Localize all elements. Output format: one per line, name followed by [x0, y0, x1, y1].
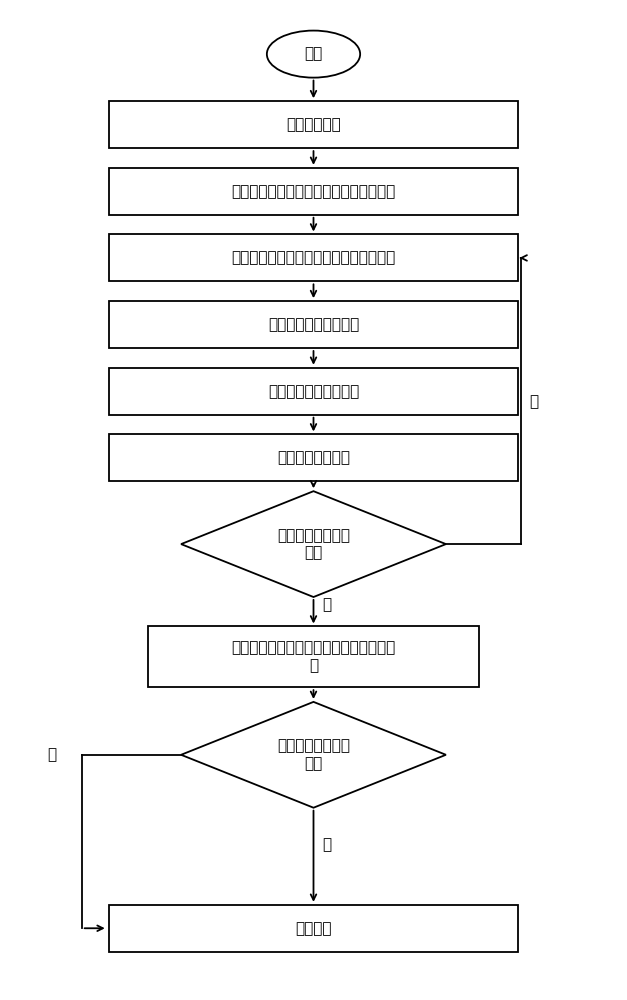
FancyBboxPatch shape — [109, 101, 518, 148]
FancyBboxPatch shape — [109, 368, 518, 415]
Text: 输入系统配置: 输入系统配置 — [286, 117, 341, 132]
Text: 否: 否 — [47, 747, 56, 762]
Text: 开始: 开始 — [304, 47, 323, 62]
Text: 计算信号空间投影矩阵: 计算信号空间投影矩阵 — [268, 317, 359, 332]
FancyBboxPatch shape — [109, 434, 518, 481]
FancyBboxPatch shape — [109, 905, 518, 952]
FancyBboxPatch shape — [148, 626, 479, 687]
Text: 计算新的发射波束赋形向量和人工噪声矩
阵: 计算新的发射波束赋形向量和人工噪声矩 阵 — [231, 641, 396, 673]
Text: 计算接收波束赋形向量: 计算接收波束赋形向量 — [268, 384, 359, 399]
Text: 计算总的干扰泄露: 计算总的干扰泄露 — [277, 450, 350, 465]
Text: 是: 是 — [322, 597, 332, 612]
Text: 是: 是 — [322, 837, 332, 852]
Polygon shape — [181, 491, 446, 597]
Text: 判断是否大于给定
阈値: 判断是否大于给定 阈値 — [277, 528, 350, 560]
Text: 初始化发射波束赋形向量和人工噪声矩阵: 初始化发射波束赋形向量和人工噪声矩阵 — [231, 184, 396, 199]
Text: 计算接收端干扰信号子空间的标准正交基: 计算接收端干扰信号子空间的标准正交基 — [231, 250, 396, 265]
Polygon shape — [181, 702, 446, 808]
Ellipse shape — [267, 31, 360, 78]
FancyBboxPatch shape — [109, 301, 518, 348]
Text: 输出结果: 输出结果 — [295, 921, 332, 936]
Text: 否: 否 — [529, 394, 538, 410]
FancyBboxPatch shape — [109, 168, 518, 215]
Text: 判断是否满足迭代
次数: 判断是否满足迭代 次数 — [277, 739, 350, 771]
FancyBboxPatch shape — [109, 234, 518, 281]
